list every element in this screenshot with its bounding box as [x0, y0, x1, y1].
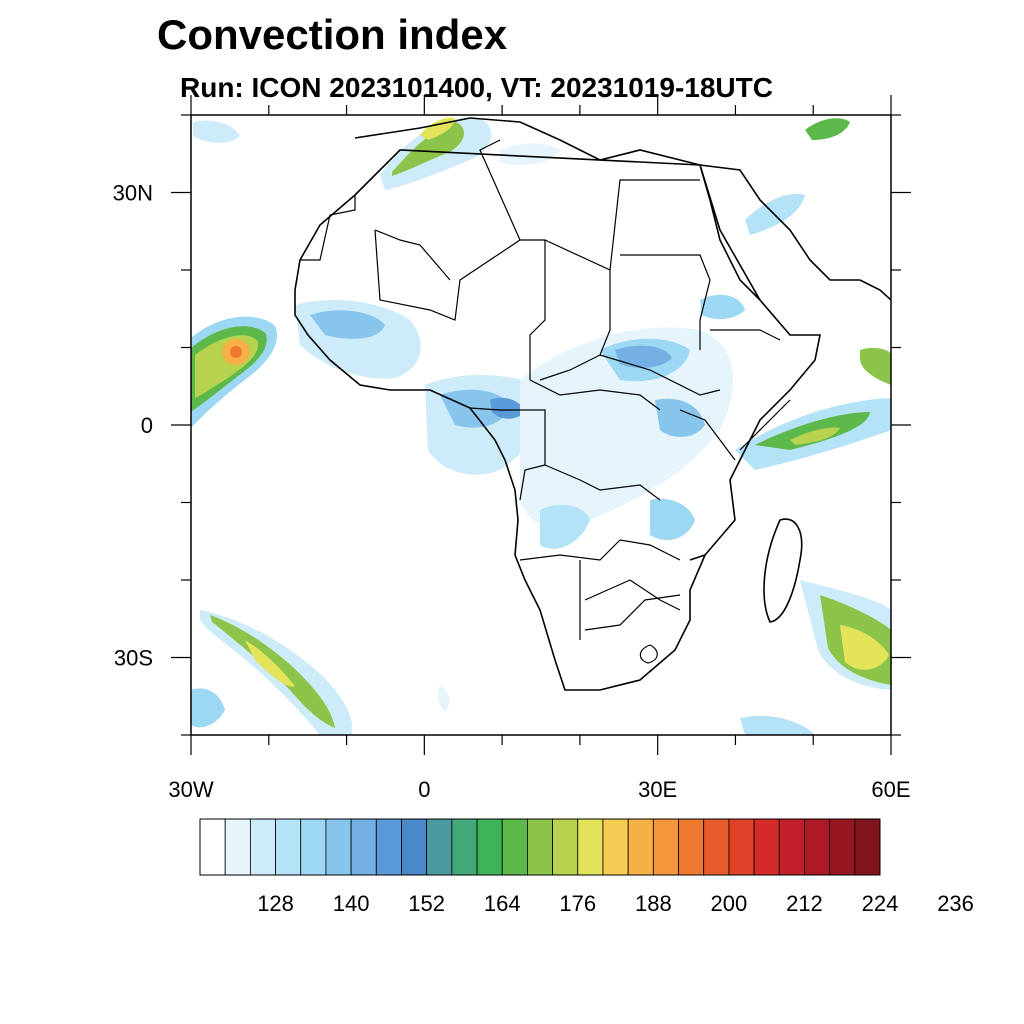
colorbar-swatch — [199, 818, 226, 876]
colorbar-swatch — [652, 818, 679, 876]
colorbar-swatch — [703, 818, 730, 876]
lon-tick-label: 30W — [168, 777, 213, 802]
colorbar-swatch — [854, 818, 881, 876]
colorbar-swatch — [602, 818, 629, 876]
colorbar-label: 212 — [786, 891, 823, 916]
lat-tick-label: 30N — [113, 181, 153, 206]
colorbar-swatch — [401, 818, 428, 876]
colorbar-label: 152 — [408, 891, 445, 916]
colorbar-swatch — [476, 818, 503, 876]
colorbar-swatch — [325, 818, 352, 876]
colorbar-swatch — [552, 818, 579, 876]
lon-tick-label: 30E — [638, 777, 677, 802]
colorbar-label: 164 — [484, 891, 521, 916]
colorbar-label: 236 — [937, 891, 974, 916]
map-axes: 30W 0 30E 60E 30N 0 30S — [113, 95, 911, 802]
colorbar-swatch — [728, 818, 755, 876]
colorbar-swatch — [275, 818, 302, 876]
colorbar-swatch — [804, 818, 831, 876]
lon-tick-label: 60E — [871, 777, 910, 802]
colorbar-label: 176 — [559, 891, 596, 916]
lon-tick-label: 0 — [418, 777, 430, 802]
country-borders — [300, 139, 791, 664]
colorbar-swatch — [753, 818, 780, 876]
lat-tick-label: 0 — [141, 413, 153, 438]
colorbar-label: 224 — [862, 891, 899, 916]
colorbar-swatch — [829, 818, 856, 876]
convection-field — [191, 117, 891, 735]
colorbar-swatch — [451, 818, 478, 876]
colorbar-label: 128 — [257, 891, 294, 916]
chart-title: Convection index — [157, 11, 508, 58]
colorbar-swatch — [778, 818, 805, 876]
colorbar-swatch — [350, 818, 377, 876]
colorbar-swatch — [224, 818, 251, 876]
colorbar-swatch — [426, 818, 453, 876]
colorbar-swatch — [577, 818, 604, 876]
chart-subtitle: Run: ICON 2023101400, VT: 20231019-18UTC — [180, 72, 773, 103]
colorbar: 128 140 152 164 176 188 200 212 224 236 — [199, 818, 974, 916]
colorbar-swatch — [527, 818, 553, 876]
coastlines — [294, 117, 891, 691]
colorbar-swatch — [678, 818, 705, 876]
colorbar-label: 188 — [635, 891, 672, 916]
lat-tick-label: 30S — [114, 646, 153, 671]
colorbar-label: 140 — [333, 891, 370, 916]
colorbar-label: 200 — [711, 891, 748, 916]
colorbar-swatch — [300, 818, 327, 876]
colorbar-swatch — [627, 818, 654, 876]
colorbar-frame — [199, 818, 881, 876]
colorbar-swatch — [375, 818, 402, 876]
atlantic-convection-cell — [191, 316, 278, 428]
colorbar-swatch — [501, 818, 528, 876]
colorbar-swatch — [249, 818, 276, 876]
